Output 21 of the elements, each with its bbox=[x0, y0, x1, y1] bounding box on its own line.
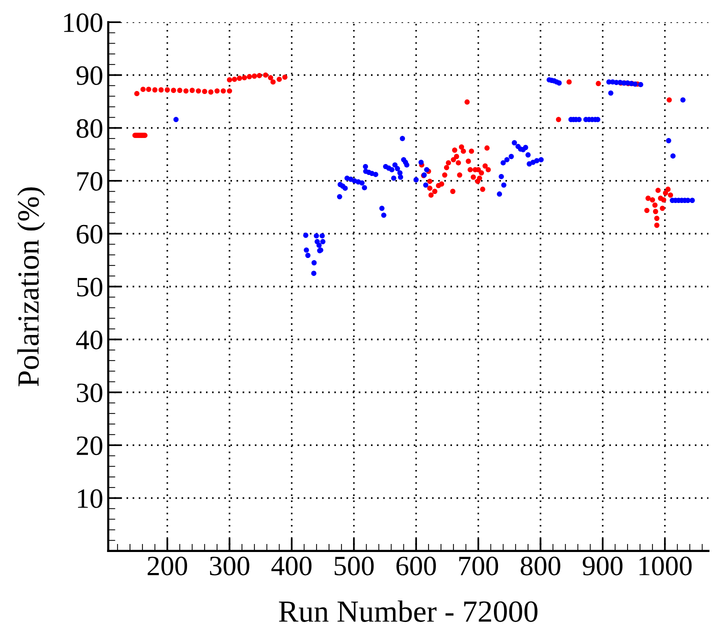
y-axis-title: Polarization (%) bbox=[17, 187, 46, 386]
y-tick-label: 70 bbox=[77, 172, 102, 191]
x-tick-label: 400 bbox=[271, 556, 312, 576]
y-tick-label: 80 bbox=[76, 119, 102, 138]
x-tick-label: 700 bbox=[459, 556, 498, 576]
y-tick-label: 90 bbox=[76, 66, 102, 85]
y-tick-label: 50 bbox=[77, 278, 102, 296]
x-tick-label: 1000 bbox=[640, 556, 692, 576]
y-tick-label: 10 bbox=[78, 489, 102, 508]
y-tick-label: 40 bbox=[76, 330, 102, 350]
x-tick-label: 900 bbox=[582, 556, 622, 576]
y-tick-label: 30 bbox=[76, 383, 102, 402]
y-tick-label: 60 bbox=[76, 224, 102, 244]
x-tick-label: 500 bbox=[334, 556, 374, 576]
y-tick-label: 100 bbox=[64, 13, 102, 32]
x-axis-title: Run Number - 72000 bbox=[278, 600, 538, 622]
x-tick-label: 600 bbox=[396, 556, 436, 576]
y-tick-label: 20 bbox=[76, 436, 102, 456]
x-tick-label: 300 bbox=[210, 556, 250, 576]
x-tick-label: 200 bbox=[148, 556, 188, 576]
x-tick-label: 800 bbox=[520, 556, 560, 576]
